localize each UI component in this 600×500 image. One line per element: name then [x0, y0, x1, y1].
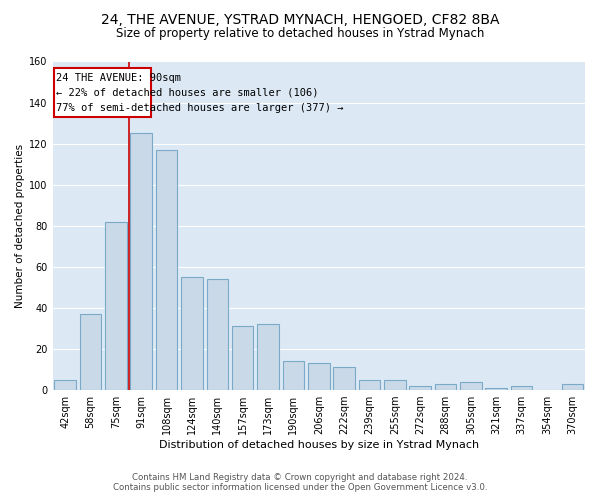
Text: 77% of semi-detached houses are larger (377) →: 77% of semi-detached houses are larger (…	[56, 102, 343, 113]
Bar	[308, 364, 329, 390]
Bar	[257, 324, 279, 390]
Bar	[511, 386, 532, 390]
Bar	[562, 384, 583, 390]
Text: Size of property relative to detached houses in Ystrad Mynach: Size of property relative to detached ho…	[116, 28, 484, 40]
X-axis label: Distribution of detached houses by size in Ystrad Mynach: Distribution of detached houses by size …	[159, 440, 479, 450]
Text: 24 THE AVENUE: 90sqm: 24 THE AVENUE: 90sqm	[56, 73, 181, 83]
Text: Contains HM Land Registry data © Crown copyright and database right 2024.
Contai: Contains HM Land Registry data © Crown c…	[113, 473, 487, 492]
Bar	[105, 222, 127, 390]
Bar	[156, 150, 178, 390]
Bar	[181, 277, 203, 390]
Bar	[232, 326, 253, 390]
Bar	[54, 68, 151, 117]
Bar	[384, 380, 406, 390]
Text: ← 22% of detached houses are smaller (106): ← 22% of detached houses are smaller (10…	[56, 87, 319, 97]
Bar	[55, 380, 76, 390]
Bar	[80, 314, 101, 390]
Bar	[206, 279, 228, 390]
Bar	[460, 382, 482, 390]
Text: 24, THE AVENUE, YSTRAD MYNACH, HENGOED, CF82 8BA: 24, THE AVENUE, YSTRAD MYNACH, HENGOED, …	[101, 12, 499, 26]
Bar	[334, 368, 355, 390]
Bar	[130, 134, 152, 390]
Y-axis label: Number of detached properties: Number of detached properties	[15, 144, 25, 308]
Bar	[435, 384, 457, 390]
Bar	[485, 388, 507, 390]
Bar	[359, 380, 380, 390]
Bar	[409, 386, 431, 390]
Bar	[283, 362, 304, 390]
